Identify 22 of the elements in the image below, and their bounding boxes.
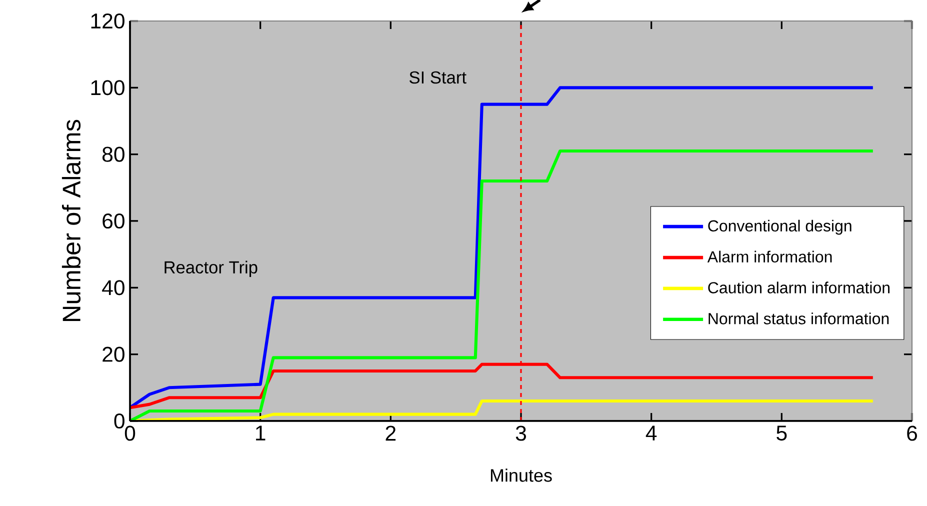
y-tick-label: 100	[91, 80, 124, 96]
y-tick-label: 40	[102, 280, 124, 296]
y-axis-title: Number of Alarms	[62, 120, 81, 321]
x-tick-label: 1	[256, 426, 266, 440]
legend-label: Conventional design	[708, 220, 852, 235]
x-tick-label: 4	[646, 426, 657, 440]
x-tick-label: 5	[776, 426, 787, 441]
x-axis-title: Minutes	[490, 468, 552, 482]
annotation: Reactor Trip	[164, 260, 258, 277]
y-tick-label: 80	[102, 146, 124, 162]
x-tick-label: 6	[907, 426, 917, 441]
x-tick-label: 3	[516, 426, 526, 441]
y-tick-label: 120	[91, 13, 124, 29]
y-tick-label: 60	[102, 213, 124, 229]
legend-label: Alarm information	[707, 250, 832, 262]
y-tick-label: 20	[102, 346, 124, 362]
legend-label: Normal status information	[708, 312, 889, 324]
annotation: SI Start	[410, 71, 466, 84]
x-tick-label: 2	[386, 426, 396, 441]
y-tick-label: 0	[114, 413, 124, 429]
x-tick-label: 0	[124, 426, 136, 441]
legend-label: Caution alarm information	[708, 282, 890, 294]
